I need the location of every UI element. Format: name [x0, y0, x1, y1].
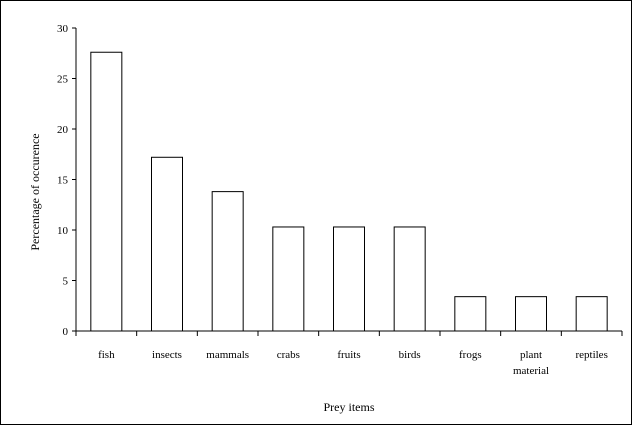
bar [454, 296, 487, 332]
bar [211, 191, 244, 332]
category-label-line: plant [520, 349, 542, 361]
bar [151, 156, 183, 332]
category-label: plant material [513, 349, 549, 377]
category-label: fruits [337, 349, 360, 361]
category-label-line: fish [98, 349, 115, 361]
bar [333, 226, 365, 332]
bars [90, 51, 608, 332]
category-label-line: mammals [206, 349, 249, 361]
y-tick-label: 5 [63, 276, 69, 288]
category-label-line: crabs [277, 349, 300, 361]
bar [393, 226, 426, 332]
x-axis [75, 330, 623, 336]
category-label-line: material [513, 365, 549, 377]
category-label-line: insects [152, 349, 182, 361]
y-tick-label: 0 [63, 326, 69, 338]
category-label-line: frogs [459, 349, 482, 361]
category-label: reptiles [575, 349, 607, 361]
bar [515, 296, 547, 332]
y-tick-label: 20 [57, 124, 69, 136]
category-label-line: fruits [337, 349, 360, 361]
y-tick-label: 15 [57, 175, 69, 187]
category-label: insects [152, 349, 182, 361]
category-label: mammals [206, 349, 249, 361]
category-labels: fish insects mammals crabs fruits birds frogs p… [98, 349, 608, 377]
x-axis-title: Prey items [324, 400, 375, 414]
category-label: frogs [459, 349, 482, 361]
category-label-line: reptiles [575, 349, 607, 361]
category-label: birds [399, 349, 421, 361]
bar [90, 51, 123, 332]
category-label: fish [98, 349, 115, 361]
y-axis: 0 5 10 15 20 25 30 [57, 23, 77, 338]
y-tick-label: 10 [57, 225, 69, 237]
bar [575, 296, 608, 332]
category-label-line: birds [399, 349, 421, 361]
y-tick-label: 30 [57, 23, 69, 35]
y-axis-title: Percentage of occurence [28, 133, 42, 250]
category-label: crabs [277, 349, 300, 361]
bar [272, 226, 305, 332]
y-tick-label: 25 [57, 74, 69, 86]
